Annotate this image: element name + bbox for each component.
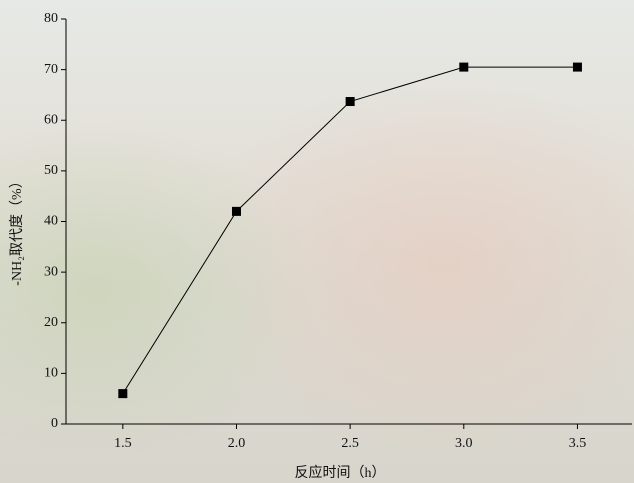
x-tick-label: 2.5 <box>341 436 359 451</box>
y-tick-label: 40 <box>44 214 58 229</box>
y-tick-label: 30 <box>44 264 58 279</box>
x-tick-label: 3.5 <box>569 436 587 451</box>
x-tick-label: 1.5 <box>114 436 132 451</box>
chart: 反应时间（h） -NH₂取代度（%） 0 10 20 30 40 50 60 70 80 1.5 2… <box>0 0 634 483</box>
page: 反应时间（h） -NH₂取代度（%） 0 10 20 30 40 50 60 70 80 1.5 2… <box>0 0 634 483</box>
y-tick-label: 60 <box>44 112 58 127</box>
y-tick-label: 80 <box>44 11 58 26</box>
x-axis-label: 反应时间（h） <box>295 464 386 481</box>
y-tick-label: 70 <box>44 62 58 77</box>
data-point <box>459 63 468 72</box>
x-tick-label: 2.0 <box>228 436 246 451</box>
y-axis-label: -NH₂取代度（%） <box>9 174 25 285</box>
data-point <box>232 207 241 216</box>
y-tick-label: 50 <box>44 163 58 178</box>
data-point <box>118 389 127 398</box>
background-tint <box>0 0 634 483</box>
x-tick-label: 3.0 <box>455 436 473 451</box>
data-point <box>346 97 355 106</box>
y-tick-label: 10 <box>44 366 58 381</box>
y-tick-label: 0 <box>51 416 58 431</box>
y-tick-label: 20 <box>44 315 58 330</box>
data-point <box>573 63 582 72</box>
